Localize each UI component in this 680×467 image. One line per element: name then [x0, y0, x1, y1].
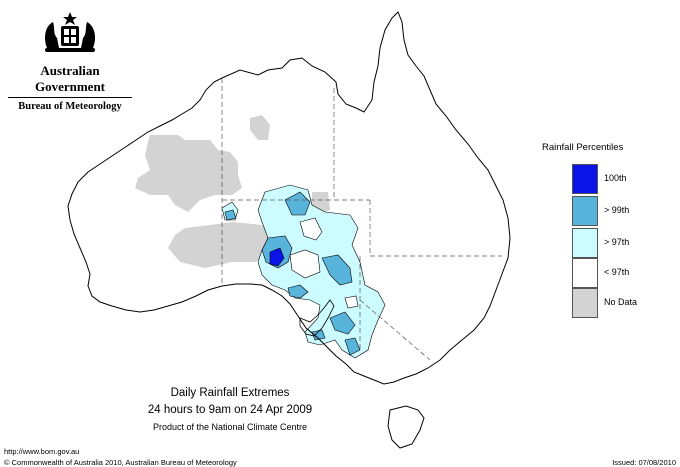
- legend-label: > 99th: [604, 205, 630, 215]
- legend-item-below-97th: < 97th: [572, 258, 680, 288]
- coastline: [67, 11, 511, 385]
- legend-title: Rainfall Percentiles: [542, 142, 624, 153]
- legend-swatch: [572, 258, 598, 288]
- bureau-name: Bureau of Meteorology: [18, 101, 122, 112]
- map-title: Daily Rainfall Extremes 24 hours to 9am …: [90, 387, 370, 432]
- legend-label: < 97th: [604, 267, 630, 277]
- state-borders: [221, 78, 502, 361]
- footer-copyright: © Commonwealth of Australia 2010, Austra…: [4, 458, 237, 467]
- map-title-main: Daily Rainfall Extremes: [170, 387, 290, 399]
- legend-label: 100th: [604, 173, 627, 183]
- map-title-product: Product of the National Climate Centre: [152, 422, 308, 432]
- no-data-areas: [135, 115, 330, 268]
- legend-swatch: [572, 288, 598, 318]
- legend-item-97th: > 97th: [572, 228, 680, 258]
- coat-of-arms-icon: [45, 12, 95, 52]
- tasmania: [387, 405, 425, 449]
- footer-url-link[interactable]: http://www.bom.gov.au: [4, 447, 80, 456]
- legend-label: No Data: [604, 297, 638, 307]
- legend-item-no-data: No Data: [572, 288, 680, 318]
- legend-item-100th: 100th: [572, 164, 680, 194]
- government-logo: Australian Government Bureau of Meteorol…: [8, 10, 132, 112]
- map-title-period: 24 hours to 9am on 24 Apr 2009: [147, 404, 313, 416]
- legend-swatch: [572, 164, 598, 194]
- percentile-100-areas: [269, 247, 285, 267]
- gulf-spencer: [299, 299, 335, 337]
- legend-item-99th: > 99th: [572, 196, 680, 226]
- government-name: Australian Government: [8, 63, 132, 98]
- percentile-below-97-areas: [289, 217, 359, 309]
- footer-issued-date: Issued: 07/08/2010: [612, 458, 676, 467]
- legend-label: > 97th: [604, 237, 630, 247]
- legend-swatch: [572, 196, 598, 226]
- legend-swatch: [572, 228, 598, 258]
- percentile-99-areas: [224, 191, 361, 356]
